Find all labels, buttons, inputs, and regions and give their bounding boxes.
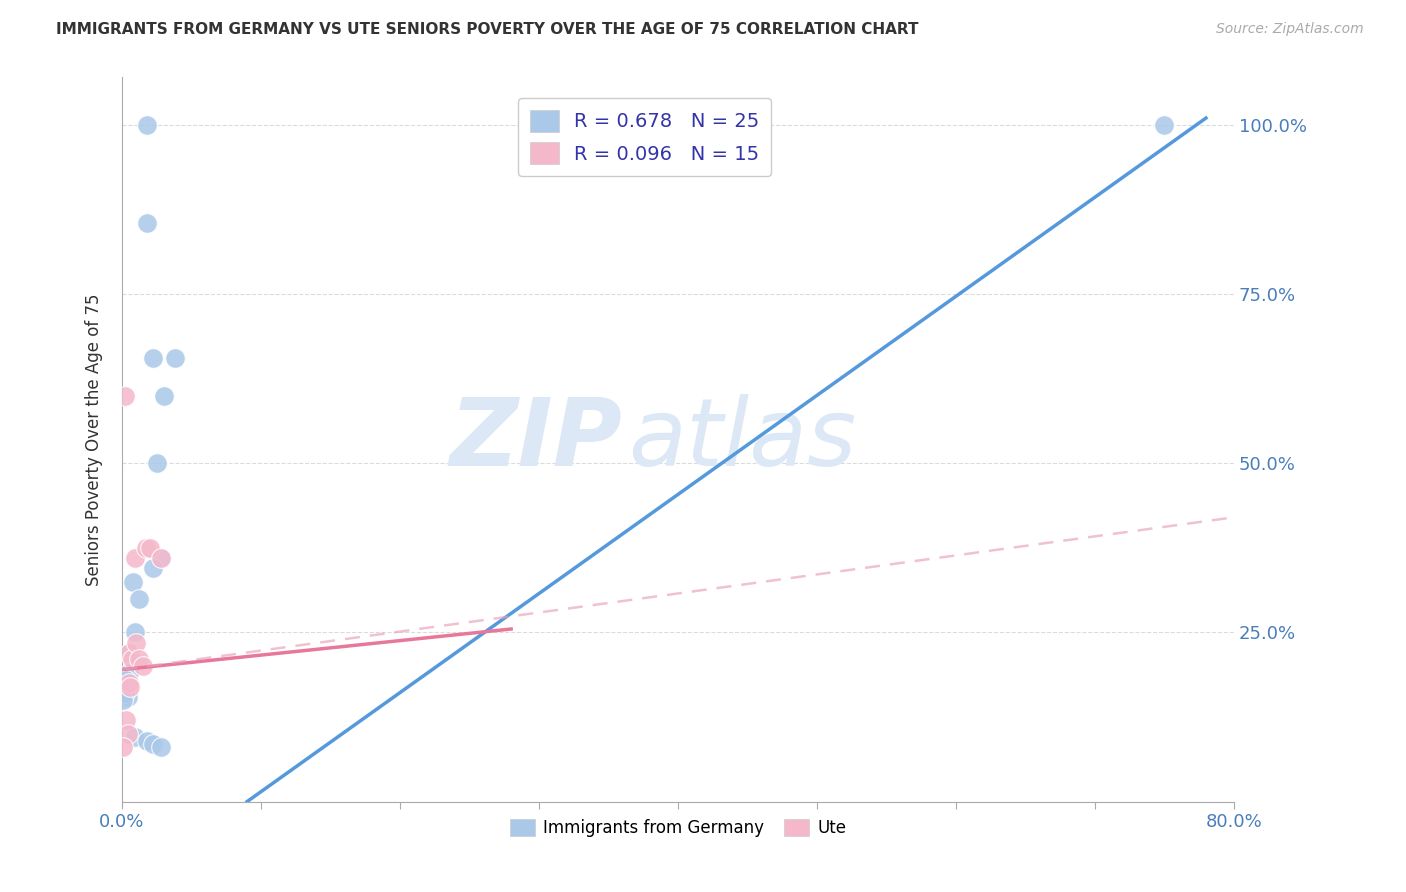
Point [112, 693, 135, 707]
Point [149, 740, 172, 755]
Point [136, 118, 159, 132]
Point [117, 727, 139, 741]
Point [124, 550, 146, 565]
Point [136, 733, 159, 747]
Point [120, 680, 142, 694]
Point [135, 541, 157, 555]
Point [124, 625, 146, 640]
Point [122, 574, 145, 589]
Text: ZIP: ZIP [450, 393, 623, 485]
Point [115, 680, 138, 694]
Point [128, 591, 150, 606]
Point [118, 676, 141, 690]
Point [117, 682, 139, 697]
Point [114, 686, 136, 700]
Point [142, 351, 165, 366]
Point [120, 646, 142, 660]
Point [146, 456, 169, 470]
Point [142, 561, 165, 575]
Text: IMMIGRANTS FROM GERMANY VS UTE SENIORS POVERTY OVER THE AGE OF 75 CORRELATION CH: IMMIGRANTS FROM GERMANY VS UTE SENIORS P… [56, 22, 918, 37]
Point [142, 737, 165, 751]
Point [115, 676, 138, 690]
Point [115, 673, 138, 687]
Point [115, 714, 138, 728]
Point [163, 351, 186, 366]
Point [114, 388, 136, 402]
Y-axis label: Seniors Poverty Over the Age of 75: Seniors Poverty Over the Age of 75 [86, 293, 103, 586]
Legend: Immigrants from Germany, Ute: Immigrants from Germany, Ute [503, 813, 853, 844]
Point [125, 635, 148, 649]
Point [128, 652, 150, 666]
Point [132, 659, 155, 673]
Point [118, 646, 141, 660]
Point [117, 690, 139, 704]
Point [149, 550, 172, 565]
Point [139, 541, 162, 555]
Point [152, 388, 174, 402]
Point [136, 216, 159, 230]
Point [112, 740, 135, 755]
Text: atlas: atlas [628, 394, 856, 485]
Point [1153, 118, 1175, 132]
Point [124, 731, 146, 745]
Point [121, 652, 143, 666]
Point [149, 550, 172, 565]
Point [118, 665, 141, 680]
Text: Source: ZipAtlas.com: Source: ZipAtlas.com [1216, 22, 1364, 37]
